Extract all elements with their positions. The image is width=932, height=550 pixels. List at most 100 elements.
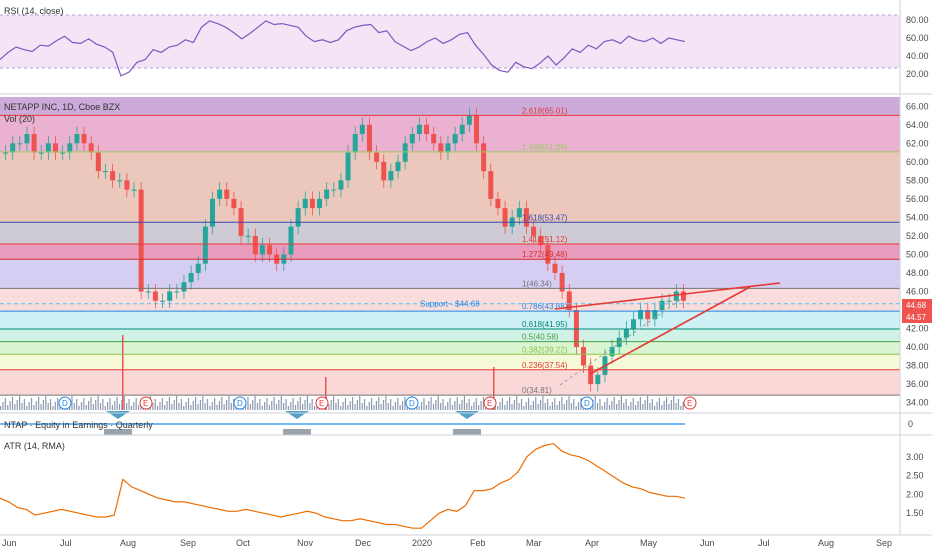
volume-bar bbox=[266, 398, 268, 410]
volume-bar bbox=[328, 404, 330, 410]
volume-bar bbox=[651, 399, 653, 410]
fib-level-label: 0.618(41.95) bbox=[522, 320, 568, 329]
volume-bar bbox=[38, 397, 40, 410]
volume-bar bbox=[470, 406, 473, 410]
volume-bar bbox=[573, 399, 575, 410]
volume-bar bbox=[30, 398, 33, 410]
volume-bar bbox=[116, 397, 118, 410]
candle-body bbox=[424, 124, 430, 135]
volume-bar bbox=[554, 398, 556, 410]
candle-body bbox=[152, 291, 158, 301]
volume-bar bbox=[230, 403, 232, 410]
dividend-marker[interactable] bbox=[580, 396, 594, 410]
volume-bar bbox=[202, 396, 204, 410]
candle-body bbox=[259, 245, 265, 255]
dividend-marker[interactable] bbox=[58, 396, 72, 410]
dividend-marker[interactable] bbox=[233, 396, 247, 410]
price-tick-label: 46.00 bbox=[906, 286, 929, 296]
earnings-marker[interactable] bbox=[483, 396, 497, 410]
fibonacci-labels: 2.618(65.01) 1.988(61.08) 1.618(53.47) 1.41… bbox=[0, 106, 900, 396]
x-tick-label: May bbox=[640, 538, 658, 548]
prev-price: 44.57 bbox=[906, 313, 927, 322]
candle-body bbox=[359, 124, 365, 135]
volume-bar bbox=[375, 401, 377, 410]
volume-bar bbox=[347, 405, 349, 410]
volume-bar bbox=[537, 404, 539, 410]
volume-bar bbox=[180, 399, 182, 410]
volume-bar bbox=[363, 399, 366, 410]
candle-body bbox=[31, 134, 37, 153]
dividend-marker[interactable] bbox=[405, 396, 419, 410]
dividend-label: D bbox=[62, 399, 68, 408]
volume-bar bbox=[520, 399, 523, 410]
volume-bar bbox=[544, 403, 546, 410]
volume-bar bbox=[613, 397, 615, 410]
volume-bar bbox=[661, 405, 663, 410]
volume-bar bbox=[478, 405, 480, 410]
volume-spike bbox=[493, 367, 495, 410]
x-tick-label: Oct bbox=[236, 538, 251, 548]
trend-dashed bbox=[559, 299, 681, 386]
volume-bar bbox=[197, 404, 199, 410]
volume-bar bbox=[216, 405, 218, 410]
volume-bar bbox=[525, 402, 527, 410]
volume-title: Vol (20) bbox=[4, 114, 35, 124]
candle-body bbox=[466, 115, 472, 125]
volume-bar bbox=[568, 396, 570, 410]
volume-bar bbox=[59, 405, 61, 410]
volume-bar bbox=[126, 403, 128, 410]
rsi-band bbox=[0, 15, 900, 68]
volume-bar bbox=[665, 397, 668, 410]
volume-bar bbox=[558, 401, 561, 410]
dividend-label: D bbox=[584, 399, 590, 408]
volume-bar bbox=[356, 400, 358, 410]
volume-bar bbox=[397, 398, 399, 410]
earnings-marker[interactable] bbox=[315, 396, 329, 410]
earnings-marker[interactable] bbox=[139, 396, 153, 410]
volume-bar bbox=[456, 397, 458, 410]
candle-body bbox=[445, 143, 451, 153]
x-tick-label: Jul bbox=[758, 538, 770, 548]
candle-body bbox=[630, 319, 636, 329]
volume-bar bbox=[480, 401, 482, 410]
volume-bar bbox=[497, 406, 499, 410]
fib-band bbox=[0, 259, 900, 289]
volume-bar bbox=[675, 403, 677, 410]
volume-bar bbox=[382, 400, 385, 410]
candle-body bbox=[395, 161, 401, 172]
x-tick-label: Jul bbox=[60, 538, 72, 548]
earnings-label: E bbox=[487, 399, 492, 408]
volume-bar bbox=[547, 399, 549, 410]
candle-body bbox=[302, 198, 308, 209]
volume-bar bbox=[632, 398, 634, 410]
atr-axis: 3.00 2.50 2.00 1.50 bbox=[906, 452, 924, 518]
volume-bar bbox=[368, 402, 370, 410]
candle-body bbox=[324, 189, 330, 199]
volume-bar bbox=[649, 403, 651, 410]
volume-bar bbox=[178, 403, 180, 410]
volume-bar bbox=[354, 404, 356, 410]
volume-bar bbox=[228, 396, 230, 410]
volume-bar bbox=[608, 405, 611, 410]
candle-body bbox=[516, 208, 522, 218]
volume-bar bbox=[99, 403, 102, 410]
earnings-marker[interactable] bbox=[683, 396, 697, 410]
volume-bar bbox=[461, 400, 463, 410]
volume-bar bbox=[639, 397, 642, 410]
volume-bar bbox=[654, 406, 656, 410]
volume-bar bbox=[542, 396, 544, 410]
volume-bar bbox=[268, 405, 270, 410]
volume-bar bbox=[454, 401, 456, 410]
earnings-flag-base bbox=[104, 429, 132, 435]
earnings-label: E bbox=[687, 399, 692, 408]
volume-bar bbox=[159, 402, 161, 410]
candle-body bbox=[245, 235, 251, 237]
volume-bar bbox=[670, 400, 672, 410]
price-tick-label: 50.00 bbox=[906, 249, 929, 259]
fib-band bbox=[0, 354, 900, 370]
price-tick-label: 52.00 bbox=[906, 231, 929, 241]
volume-bar bbox=[594, 396, 596, 410]
volume-bar bbox=[394, 402, 397, 410]
volume-bar bbox=[627, 406, 630, 410]
